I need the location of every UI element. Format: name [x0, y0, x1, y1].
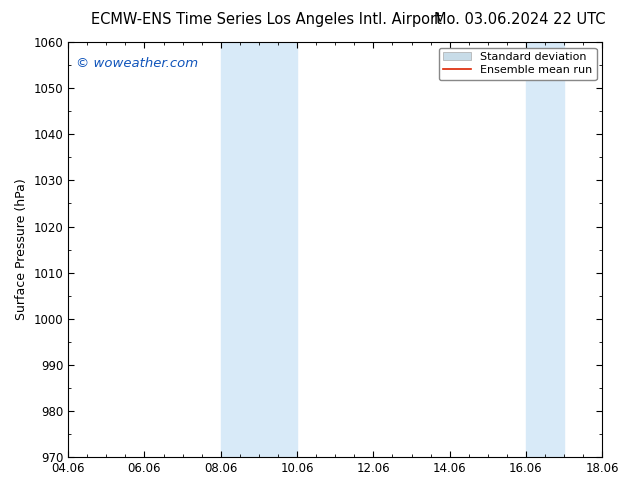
Legend: Standard deviation, Ensemble mean run: Standard deviation, Ensemble mean run	[439, 48, 597, 80]
Bar	[221, 42, 297, 457]
Bar	[526, 42, 564, 457]
Text: ECMW-ENS Time Series Los Angeles Intl. Airport: ECMW-ENS Time Series Los Angeles Intl. A…	[91, 12, 442, 27]
Y-axis label: Surface Pressure (hPa): Surface Pressure (hPa)	[15, 179, 28, 320]
Text: Mo. 03.06.2024 22 UTC: Mo. 03.06.2024 22 UTC	[434, 12, 605, 27]
Text: © woweather.com: © woweather.com	[76, 56, 198, 70]
